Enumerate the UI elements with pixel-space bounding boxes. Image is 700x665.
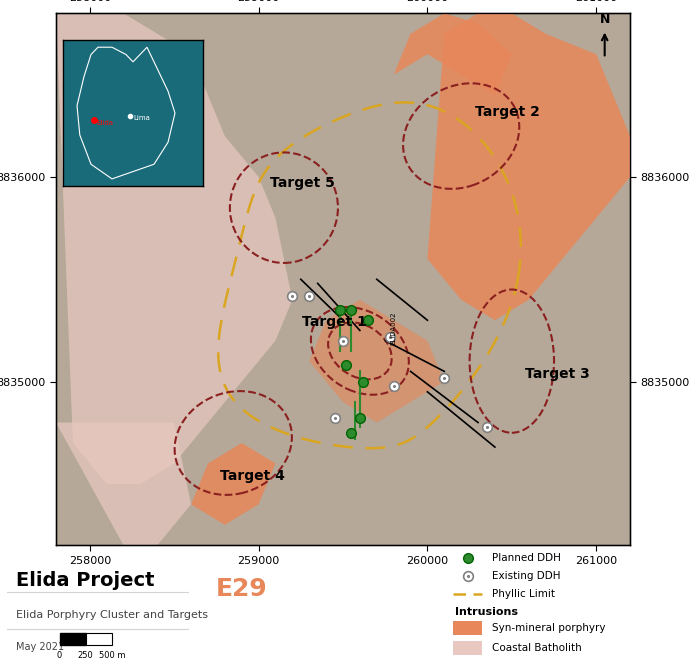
Text: Coastal Batholith: Coastal Batholith: [492, 643, 582, 653]
Text: Target 1: Target 1: [302, 315, 367, 329]
Text: N: N: [599, 13, 610, 25]
Polygon shape: [56, 13, 293, 484]
Text: Target 3: Target 3: [525, 366, 590, 380]
Polygon shape: [428, 13, 630, 321]
Text: Planned DDH: Planned DDH: [492, 553, 561, 563]
Text: Phyllic Limit: Phyllic Limit: [492, 589, 555, 599]
Bar: [85, 633, 112, 645]
Text: ELIDA002: ELIDA002: [391, 311, 396, 344]
Text: ELEMENT: ELEMENT: [223, 624, 260, 633]
Text: E29: E29: [216, 577, 267, 601]
Bar: [453, 641, 482, 655]
Text: Existing DDH: Existing DDH: [492, 571, 561, 581]
Text: Syn-mineral porphyry: Syn-mineral porphyry: [492, 622, 606, 633]
Polygon shape: [56, 422, 191, 545]
Text: Elida Project: Elida Project: [16, 571, 155, 590]
Text: Intrusions: Intrusions: [456, 607, 518, 617]
Bar: [453, 621, 482, 634]
Polygon shape: [191, 443, 276, 525]
Polygon shape: [309, 300, 444, 422]
Text: Target 4: Target 4: [220, 469, 285, 483]
Bar: [60, 633, 85, 645]
Polygon shape: [77, 47, 175, 179]
Text: Target 2: Target 2: [475, 104, 540, 118]
Text: Target 5: Target 5: [270, 176, 335, 190]
Text: 250: 250: [78, 651, 94, 660]
Text: 0: 0: [57, 651, 62, 660]
Text: Lima: Lima: [133, 115, 150, 122]
Text: 500 m: 500 m: [99, 651, 125, 660]
Text: Elida: Elida: [97, 120, 113, 126]
Text: May 2021: May 2021: [16, 642, 64, 652]
Polygon shape: [393, 13, 512, 95]
Text: Elida Porphyry Cluster and Targets: Elida Porphyry Cluster and Targets: [16, 610, 208, 620]
